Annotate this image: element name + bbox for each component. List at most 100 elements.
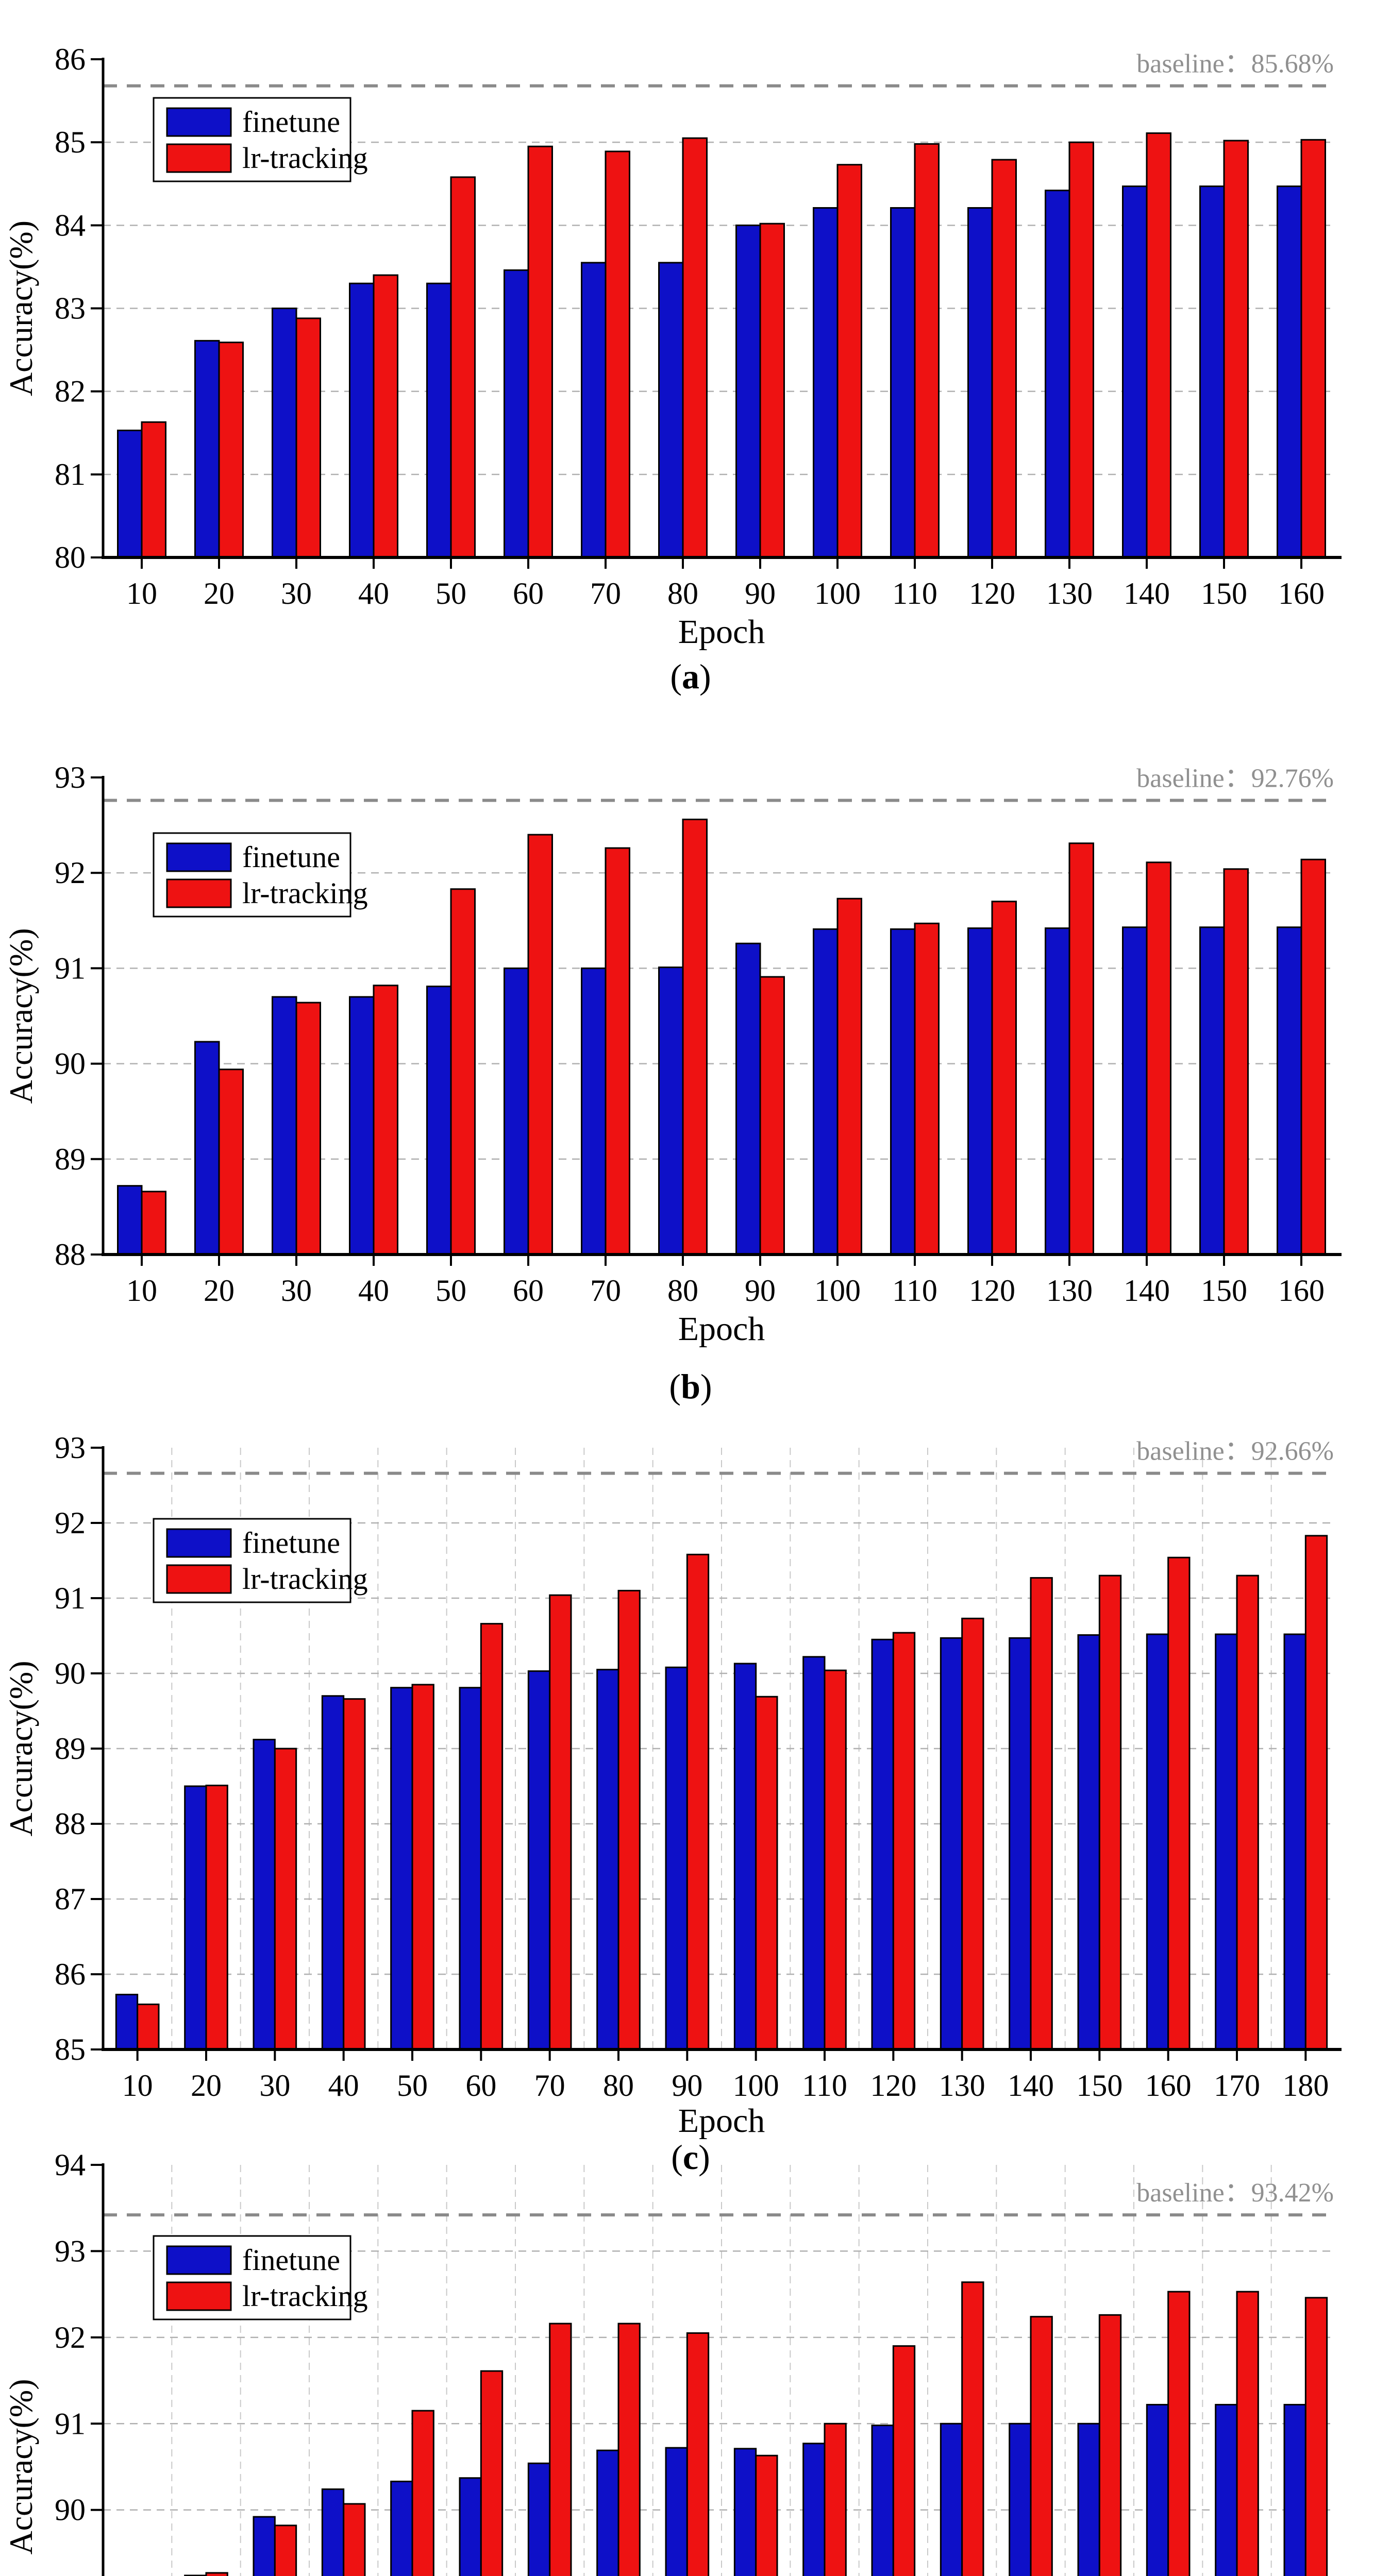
- bar-lr-tracking: [991, 159, 1017, 558]
- bar-lr-tracking: [755, 2454, 778, 2576]
- x-tick-label: 70: [590, 577, 621, 611]
- bar-finetune: [184, 2574, 207, 2576]
- x-tick-label: 20: [204, 577, 234, 611]
- y-tick-label: 94: [55, 2148, 86, 2182]
- legend-label-lr-tracking: lr-tracking: [242, 876, 368, 910]
- x-tick-label: 100: [733, 2069, 779, 2103]
- legend-label-finetune: finetune: [242, 1526, 340, 1560]
- y-tick-label: 92: [55, 856, 86, 890]
- series-lr-tracking: [141, 132, 1326, 558]
- bar-finetune: [253, 1738, 276, 2050]
- bar-finetune: [940, 1637, 963, 2050]
- bar-finetune: [1283, 1633, 1306, 2050]
- x-tick-label: 80: [667, 1274, 698, 1308]
- bar-lr-tracking: [914, 143, 940, 558]
- legend-label-lr-tracking: lr-tracking: [242, 1562, 368, 1596]
- bar-finetune: [504, 269, 529, 558]
- x-tick-label: 120: [969, 577, 1015, 611]
- x-tick-label: 150: [1201, 577, 1247, 611]
- bar-finetune: [115, 1993, 139, 2050]
- bar-lr-tracking: [450, 176, 476, 558]
- bar-finetune: [940, 2422, 963, 2576]
- bar-lr-tracking: [527, 145, 553, 558]
- x-tick-label: 50: [397, 2069, 428, 2103]
- bar-lr-tracking: [1098, 2314, 1122, 2576]
- x-axis-title: Epoch: [678, 1310, 765, 1348]
- x-tick-label: 160: [1145, 2069, 1192, 2103]
- legend-label-finetune: finetune: [242, 105, 340, 139]
- bar-lr-tracking: [759, 223, 785, 558]
- bar-lr-tracking: [274, 1748, 297, 2050]
- bar-lr-tracking: [373, 274, 398, 558]
- x-tick-label: 30: [281, 577, 312, 611]
- x-tick-label: 10: [126, 577, 157, 611]
- x-tick-label: 30: [259, 2069, 290, 2103]
- bar-finetune: [665, 2447, 688, 2576]
- bar-lr-tracking: [1146, 861, 1171, 1256]
- bar-finetune: [272, 996, 297, 1256]
- bar-lr-tracking: [1146, 132, 1171, 558]
- x-tick-label: 120: [969, 1274, 1015, 1308]
- chart-panel-a: baseline：85.68% 80 81 82 83 84 85 86 10 20 30 40 50 6…: [3, 42, 1342, 696]
- bar-finetune: [1146, 1633, 1169, 2050]
- bar-lr-tracking: [682, 818, 708, 1256]
- y-tick-label: 82: [55, 375, 86, 409]
- series-finetune: [117, 185, 1302, 558]
- legend-swatch-lr-tracking: [166, 2281, 232, 2311]
- y-tick-label: 93: [55, 1431, 86, 1465]
- x-tick-label: 160: [1278, 577, 1325, 611]
- baseline-label: baseline：85.68%: [1136, 49, 1334, 79]
- legend-label-lr-tracking: lr-tracking: [242, 141, 368, 175]
- y-tick-label: 88: [55, 1807, 86, 1841]
- x-tick-label: 30: [281, 1274, 312, 1308]
- bar-lr-tracking: [1236, 1574, 1259, 2050]
- x-tick-label: 100: [814, 577, 861, 611]
- bar-finetune: [390, 2480, 413, 2576]
- bar-finetune: [596, 2449, 619, 2576]
- bar-finetune: [1215, 1633, 1238, 2050]
- y-axis-title: Accuracy(%): [3, 221, 39, 396]
- bar-finetune: [321, 2488, 345, 2576]
- bar-lr-tracking: [549, 1594, 572, 2050]
- bar-lr-tracking: [1300, 858, 1326, 1256]
- bar-lr-tracking: [480, 1623, 504, 2050]
- bar-lr-tracking: [686, 2332, 710, 2576]
- bar-finetune: [527, 2462, 551, 2576]
- bar-finetune: [735, 942, 761, 1256]
- series-finetune: [115, 1633, 1306, 2050]
- bar-lr-tracking: [295, 1002, 321, 1256]
- x-tick-label: 80: [603, 2069, 634, 2103]
- x-tick-label: 80: [667, 577, 698, 611]
- baseline-label: baseline：92.76%: [1136, 764, 1334, 793]
- y-tick-label: 90: [55, 1656, 86, 1690]
- bar-finetune: [1277, 926, 1302, 1256]
- bar-lr-tracking: [1068, 141, 1094, 558]
- bar-lr-tracking: [218, 1069, 244, 1256]
- x-tick-label: 20: [204, 1274, 234, 1308]
- y-axis-title: Accuracy(%): [3, 928, 39, 1104]
- bar-finetune: [527, 1670, 551, 2050]
- y-tick-label: 93: [55, 760, 86, 794]
- y-tick-label: 84: [55, 208, 86, 242]
- bar-finetune: [184, 1785, 207, 2050]
- bar-finetune: [1215, 2403, 1238, 2576]
- bar-finetune: [581, 967, 607, 1256]
- bar-lr-tracking: [1098, 1574, 1122, 2050]
- legend-label-finetune: finetune: [242, 840, 340, 874]
- bar-lr-tracking: [617, 2323, 641, 2576]
- x-tick-label: 120: [870, 2069, 916, 2103]
- bar-lr-tracking: [141, 1191, 166, 1256]
- bar-lr-tracking: [617, 1589, 641, 2050]
- legend-swatch-finetune: [166, 2245, 232, 2275]
- bar-lr-tracking: [1167, 2291, 1191, 2576]
- bar-lr-tracking: [836, 897, 862, 1256]
- y-tick-label: 91: [55, 2406, 86, 2441]
- y-tick-label: 86: [55, 1957, 86, 1991]
- bar-lr-tracking: [914, 922, 940, 1256]
- bar-lr-tracking: [450, 888, 476, 1256]
- bar-finetune: [1199, 926, 1225, 1256]
- series-lr-tracking: [205, 2281, 1328, 2576]
